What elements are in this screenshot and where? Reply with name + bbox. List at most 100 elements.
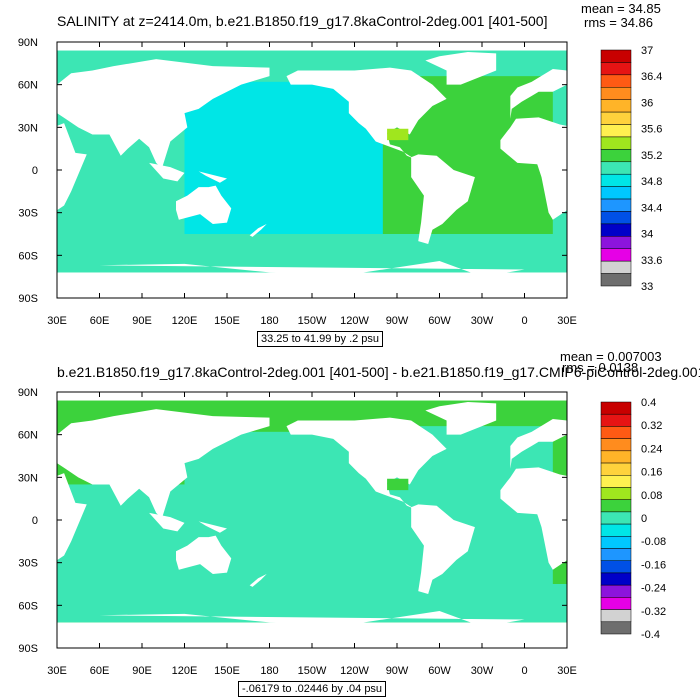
contour-range-label: 33.25 to 41.99 by .2 psu — [257, 331, 384, 347]
x-tick-label: 120W — [340, 665, 369, 677]
land-mask — [286, 67, 447, 159]
colorbar-label: 0.24 — [641, 443, 662, 455]
y-tick-label: 0 — [32, 165, 38, 177]
land-mask — [198, 521, 227, 533]
colorbar-segment — [600, 99, 632, 113]
land-mask — [99, 611, 525, 648]
colorbar-segment — [600, 487, 632, 500]
colorbar-segment — [600, 462, 632, 476]
colorbar-label: -0.08 — [641, 536, 666, 548]
colorbar-label: 33.6 — [641, 255, 662, 267]
colorbar-segment — [600, 584, 632, 598]
rms-stat: rms = 34.86 — [584, 15, 654, 30]
land-mask — [411, 504, 475, 594]
stats-block: mean = 34.85 rms = 34.86 — [581, 2, 661, 30]
y-tick-label: 0 — [32, 515, 38, 527]
x-tick-label: 0 — [521, 315, 527, 327]
mean-stat: mean = 34.85 — [581, 1, 661, 16]
x-tick-label: 30W — [471, 665, 494, 677]
colorbar-segment — [600, 124, 632, 138]
y-tick-label: 30S — [18, 208, 38, 220]
land-mask — [249, 574, 267, 587]
colorbar-segment — [600, 511, 632, 525]
colorbar-segment — [600, 111, 632, 125]
colorbar-label: 33 — [641, 281, 653, 293]
x-tick-label: 120E — [172, 315, 198, 327]
mean-stat: mean = 0.007003 — [560, 349, 662, 364]
colorbar-segment — [600, 438, 632, 452]
colorbar-label: 36.4 — [641, 71, 662, 83]
land-mask — [249, 224, 267, 237]
x-tick-label: 150W — [298, 315, 327, 327]
x-tick-label: 60E — [90, 315, 110, 327]
x-tick-label: 30E — [557, 665, 577, 677]
x-tick-label: 90W — [386, 315, 409, 327]
colorbar-segment — [600, 149, 632, 163]
x-tick-label: 120E — [172, 665, 198, 677]
x-tick-label: 30E — [47, 665, 67, 677]
colorbar-segment — [600, 499, 632, 513]
y-tick-label: 90S — [18, 293, 38, 305]
x-tick-label: 150E — [214, 665, 240, 677]
colorbar-segment — [600, 426, 632, 439]
land-mask — [57, 473, 87, 561]
y-tick-label: 90N — [18, 387, 38, 399]
difference-panel: b.e21.B1850.f19_g17.8kaControl-2deg.001 … — [0, 350, 700, 700]
land-mask — [510, 69, 567, 119]
colorbar-label: 0.08 — [641, 490, 662, 502]
colorbar-segment — [600, 236, 632, 249]
land-mask — [510, 419, 567, 469]
x-tick-label: 180 — [260, 315, 278, 327]
map-field — [57, 400, 700, 648]
land-mask — [57, 409, 270, 519]
map-field — [57, 50, 700, 298]
colorbar-segment — [600, 572, 632, 586]
y-tick-label: 90S — [18, 643, 38, 655]
colorbar-segment — [600, 173, 632, 187]
stats-block: mean = 0.007003 rms = 0.0138 — [560, 350, 662, 375]
x-tick-label: 90W — [386, 665, 409, 677]
land-mask — [500, 117, 567, 220]
land-mask — [411, 154, 475, 244]
colorbar-segment — [600, 450, 632, 464]
land-mask — [500, 467, 567, 570]
colorbar-label: -0.16 — [641, 559, 666, 571]
land-mask — [567, 409, 700, 519]
land-mask — [57, 123, 87, 211]
colorbar-segment — [600, 87, 632, 100]
x-tick-label: 30E — [47, 315, 67, 327]
y-tick-label: 60N — [18, 430, 38, 442]
x-tick-label: 0 — [521, 665, 527, 677]
gulf-field — [387, 128, 409, 141]
colorbar-segment — [600, 475, 632, 488]
colorbar-segment — [600, 211, 632, 225]
land-mask — [286, 417, 447, 509]
colorbar-segment — [600, 260, 632, 274]
colorbar-segment — [600, 548, 632, 561]
colorbar-segment — [600, 161, 632, 175]
southern-field — [57, 234, 567, 273]
colorbar-label: 36 — [641, 97, 653, 109]
x-tick-label: 150W — [298, 665, 327, 677]
colorbar-segment — [600, 248, 632, 262]
x-tick-label: 90E — [132, 315, 152, 327]
colorbar-segment — [600, 597, 632, 610]
x-tick-label: 90E — [132, 665, 152, 677]
colorbar-label: 34.4 — [641, 202, 662, 214]
colorbar-segment — [600, 273, 632, 287]
colorbar-segment — [600, 401, 632, 415]
y-tick-label: 60S — [18, 600, 38, 612]
land-mask — [567, 59, 700, 169]
land-mask — [149, 512, 185, 532]
colorbar-label: 0.4 — [641, 397, 656, 409]
colorbar-segment — [600, 136, 632, 150]
colorbar-label: 0.16 — [641, 467, 662, 479]
x-tick-label: 60W — [428, 315, 451, 327]
y-tick-label: 30N — [18, 122, 38, 134]
colorbar-segment — [600, 198, 632, 212]
land-mask — [57, 59, 270, 169]
salinity-map: 30E 60E 90E 120E 150E 180 150W 120W 90W 60W 30W 0 30… — [18, 37, 700, 327]
land-mask — [425, 401, 497, 435]
colorbar-segment — [600, 186, 632, 200]
colorbar-segment — [600, 609, 632, 623]
